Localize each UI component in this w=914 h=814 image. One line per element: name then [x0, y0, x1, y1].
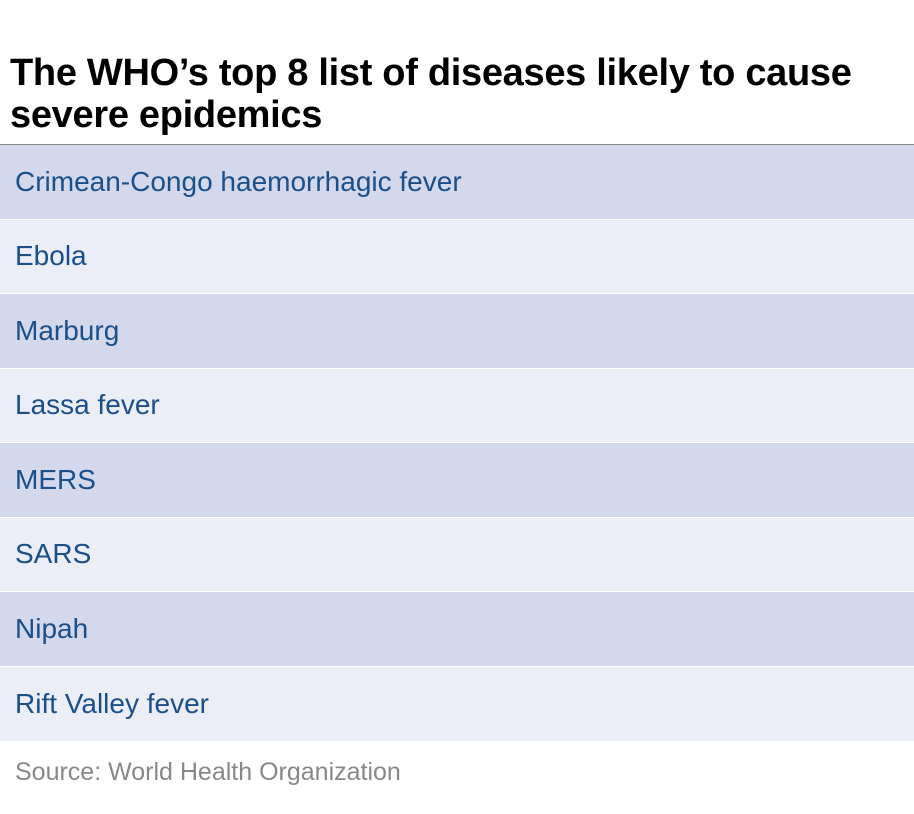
table-row: Crimean-Congo haemorrhagic fever [0, 145, 914, 220]
disease-table: Crimean-Congo haemorrhagic fever Ebola M… [0, 144, 914, 741]
disease-name: MERS [15, 463, 96, 495]
disease-name: Nipah [15, 612, 89, 644]
table-row: SARS [0, 517, 914, 592]
disease-name: SARS [15, 538, 92, 570]
table-row: Lassa fever [0, 368, 914, 443]
table-row: Ebola [0, 219, 914, 294]
table-row: MERS [0, 443, 914, 518]
table-row: Rift Valley fever [0, 666, 914, 741]
disease-name: Rift Valley fever [15, 687, 209, 719]
disease-name: Lassa fever [15, 389, 160, 421]
disease-name: Ebola [15, 240, 87, 272]
chart-title: The WHO’s top 8 list of diseases likely … [10, 52, 852, 136]
table-row: Nipah [0, 592, 914, 667]
source-note: Source: World Health Organization [15, 758, 401, 786]
table-row: Marburg [0, 294, 914, 369]
disease-name: Crimean-Congo haemorrhagic fever [15, 165, 462, 197]
disease-name: Marburg [15, 314, 120, 346]
